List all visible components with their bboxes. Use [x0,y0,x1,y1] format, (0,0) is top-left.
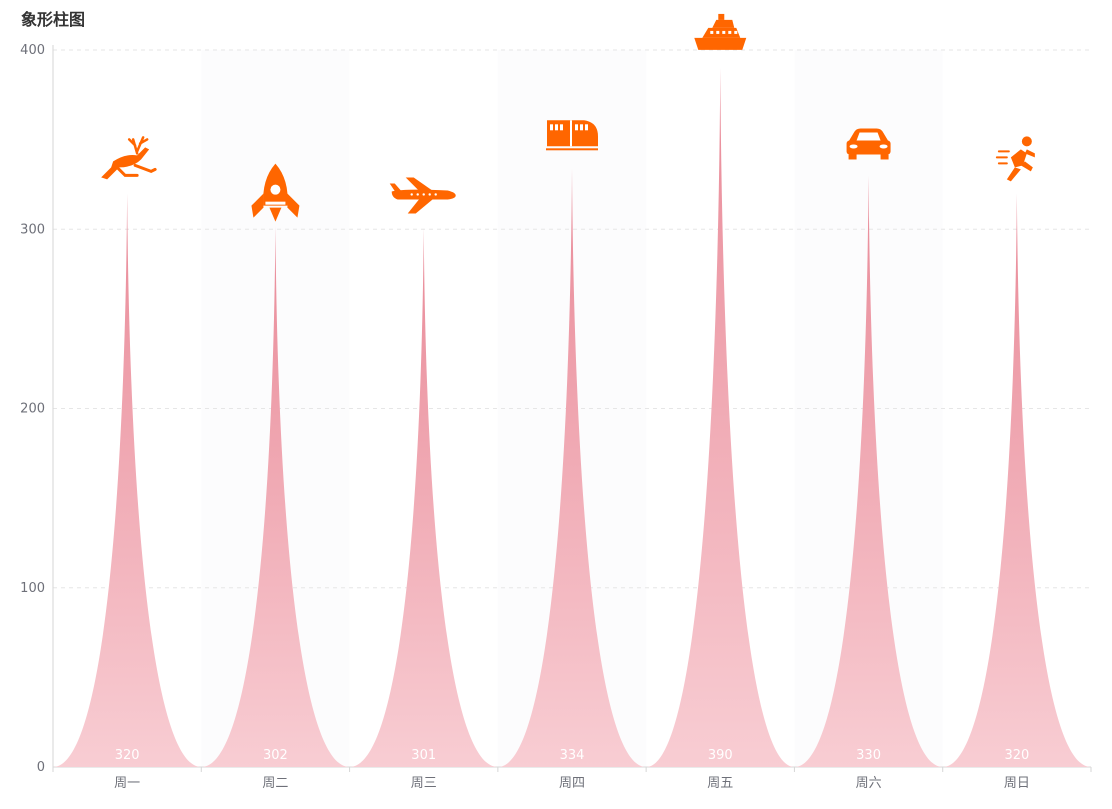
bar-spike [646,67,795,768]
bar-spike [794,175,943,768]
symbol-icons [101,13,1035,222]
x-tick-label: 周二 [262,776,288,791]
runner-icon [995,136,1035,182]
x-tick-label: 周一 [114,776,140,791]
x-tick-label: 周五 [707,776,733,791]
bar-spike [53,193,202,767]
x-tick-label: 周三 [411,776,437,791]
grid-lines [53,49,1091,589]
car-icon [846,128,891,160]
axes: 0 100 200 300 400 周一 周二 周三 周四 周五 周六 周日 [20,43,1092,791]
bar-spike [349,227,498,767]
data-label: 302 [263,748,288,763]
y-tick-label: 100 [20,581,45,596]
ship-icon [694,13,747,50]
data-label: 301 [411,748,436,763]
x-tick-label: 周日 [1004,776,1030,791]
data-labels: 320 302 301 334 390 330 320 [115,748,1030,763]
y-tick-label: 400 [20,43,45,58]
bar-spike [497,168,647,767]
y-tick-label: 200 [20,402,45,417]
x-tick-label: 周四 [559,776,585,791]
y-tick-label: 0 [37,760,45,775]
data-label: 390 [708,748,733,763]
bar-series [53,67,1091,768]
airplane-icon [389,177,456,214]
data-label: 320 [1004,748,1029,763]
chart-title: 象形柱图 [21,10,85,29]
y-tick-label: 300 [20,222,45,237]
data-label: 320 [115,748,140,763]
data-label: 330 [856,748,881,763]
deer-icon [101,136,157,180]
rocket-icon [251,163,300,222]
data-label: 334 [560,748,585,763]
x-tick-label: 周六 [856,776,882,791]
train-icon [546,120,598,151]
bar-spike [942,193,1091,767]
bar-spike [201,225,350,768]
